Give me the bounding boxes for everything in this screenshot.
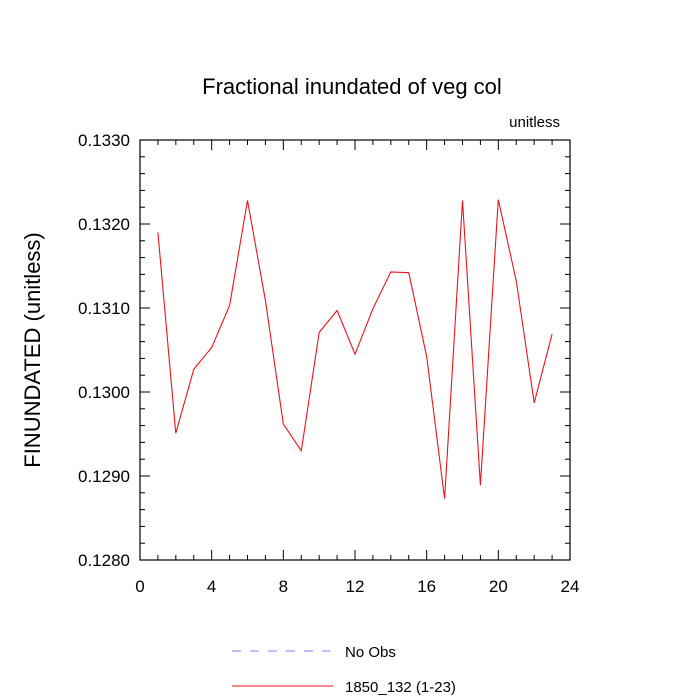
y-tick-label: 0.1310 [78,299,130,318]
y-tick-label: 0.1330 [78,131,130,150]
chart-title: Fractional inundated of veg col [202,74,502,99]
y-tick-label: 0.1290 [78,467,130,486]
x-tick-label: 8 [279,577,288,596]
legend: No Obs 1850_132 (1-23) [232,644,456,696]
y-tick-label: 0.1280 [78,551,130,570]
units-label: unitless [509,114,560,131]
x-tick-label: 16 [417,577,436,596]
x-tick-label: 0 [135,577,144,596]
axes: 0 4 8 12 16 20 24 0.1280 0.1290 0.1300 0.1310 0.132… [78,131,579,596]
y-axis-label: FINUNDATED (unitless) [20,232,45,468]
series-layer [157,199,553,499]
x-tick-label: 4 [207,577,216,596]
plot-frame [139,139,571,561]
y-tick-label: 0.1300 [78,383,130,402]
legend-label-no-obs: No Obs [345,644,396,661]
y-tick-label: 0.1320 [78,215,130,234]
x-tick-label: 12 [346,577,365,596]
legend-label-1850-132: 1850_132 (1-23) [345,679,456,696]
x-tick-label: 24 [561,577,580,596]
series-line [157,199,553,499]
x-tick-label: 20 [489,577,508,596]
